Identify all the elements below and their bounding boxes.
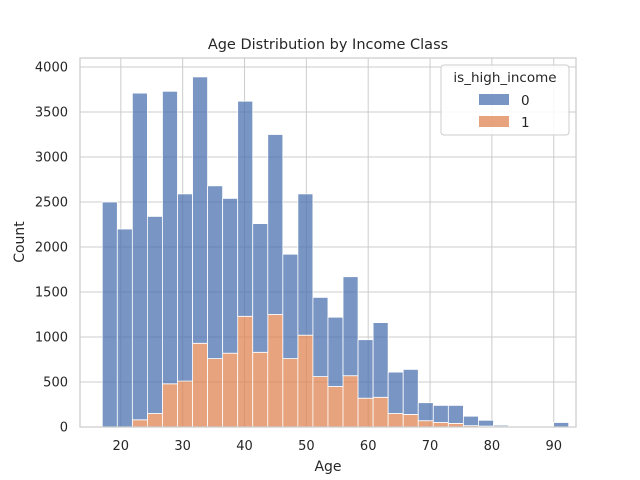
y-tick-label: 4000 (35, 61, 68, 76)
y-tick-labels: 0 500 1000 1500 2000 2500 3000 3500 4000 (35, 61, 68, 436)
y-axis-label: Count (12, 221, 28, 263)
bar-series-0-bin-14 (312, 296, 329, 377)
bar-series-1-bin-10 (252, 351, 269, 428)
y-tick-label: 1500 (35, 286, 68, 301)
x-tick-labels: 20 30 40 50 60 70 80 90 (113, 439, 562, 454)
bar-series-0-bin-7 (207, 185, 224, 360)
plot-frame (79, 57, 577, 428)
x-tick-label: 60 (360, 439, 377, 454)
bar-series-1-bin-22 (432, 422, 449, 428)
bar-series-1-bin-17 (357, 397, 374, 428)
bar-series-0-bin-11 (267, 134, 284, 315)
x-tick-label: 40 (236, 439, 253, 454)
bar-series-0-bin-16 (342, 276, 359, 377)
x-tick-label: 20 (113, 439, 130, 454)
bar-series-0-bin-18 (372, 322, 389, 398)
bar-series-1-bin-16 (342, 375, 359, 428)
y-tick-label: 0 (60, 421, 68, 436)
x-tick-label: 30 (174, 439, 191, 454)
y-tick-label: 2000 (35, 241, 68, 256)
bar-series-0-bin-5 (177, 193, 193, 382)
bar-series-1-bin-5 (177, 380, 193, 428)
bar-series-0-bin-0 (101, 201, 118, 428)
bar-series-1-bin-7 (207, 358, 224, 428)
bar-series-0-bin-22 (432, 404, 449, 423)
bar-series-1-bin-18 (372, 396, 389, 428)
x-tick-label: 80 (484, 439, 501, 454)
bar-series-1-bin-6 (192, 342, 208, 428)
bar-series-0-bin-19 (387, 371, 404, 414)
bar-series-1-bin-2 (131, 419, 148, 428)
bar-series-0-bin-17 (357, 339, 374, 399)
bar-series-1-bin-14 (312, 376, 329, 428)
bar-series-1-bin-9 (237, 315, 254, 428)
bar-series-0-bin-20 (402, 368, 419, 415)
bars-layer (101, 76, 570, 428)
bar-series-0-bin-15 (327, 316, 344, 387)
y-tick-label: 3500 (35, 106, 68, 121)
y-tick-label: 3000 (35, 151, 68, 166)
bar-series-0-bin-26 (493, 424, 509, 427)
bar-series-1-bin-20 (402, 413, 419, 428)
bar-series-0-bin-4 (162, 90, 178, 385)
bar-series-0-bin-21 (417, 402, 434, 422)
bar-series-0-bin-8 (222, 197, 239, 354)
y-tick-label: 500 (43, 376, 68, 391)
bar-series-1-bin-19 (387, 413, 404, 428)
legend-swatch-0 (479, 94, 509, 105)
legend-swatch-1 (479, 116, 509, 127)
bar-series-1-bin-13 (297, 334, 314, 428)
bar-series-0-bin-2 (131, 92, 148, 421)
bar-series-0-bin-3 (147, 215, 163, 414)
bar-series-0-bin-6 (192, 76, 208, 344)
legend-title: is_high_income (453, 70, 556, 86)
chart-title: Age Distribution by Income Class (208, 37, 448, 53)
legend-label-0: 0 (521, 93, 530, 109)
bar-series-1-bin-4 (162, 383, 178, 428)
legend: is_high_income 0 1 (440, 64, 570, 136)
y-tick-label: 2500 (35, 196, 68, 211)
bar-series-1-bin-12 (282, 358, 299, 428)
bar-series-0-bin-13 (297, 193, 314, 336)
bar-series-1-bin-21 (417, 420, 434, 428)
bar-series-0-bin-23 (447, 404, 464, 424)
bar-series-1-bin-8 (222, 352, 239, 428)
bar-series-1-bin-11 (267, 314, 284, 428)
y-tick-label: 1000 (35, 331, 68, 346)
bar-series-0-bin-10 (252, 223, 269, 353)
legend-label-1: 1 (521, 115, 530, 131)
bar-series-0-bin-30 (553, 422, 570, 428)
bar-series-1-bin-15 (327, 386, 344, 428)
bar-series-0-bin-1 (116, 228, 133, 428)
x-axis-label: Age (314, 459, 341, 475)
x-tick-label: 90 (545, 439, 562, 454)
bar-series-0-bin-12 (282, 253, 299, 359)
bar-series-1-bin-3 (147, 413, 163, 428)
bar-series-0-bin-24 (462, 415, 479, 427)
bar-series-0-bin-25 (478, 419, 494, 427)
x-tick-label: 50 (298, 439, 315, 454)
x-tick-label: 70 (422, 439, 439, 454)
bar-series-0-bin-9 (237, 100, 254, 317)
